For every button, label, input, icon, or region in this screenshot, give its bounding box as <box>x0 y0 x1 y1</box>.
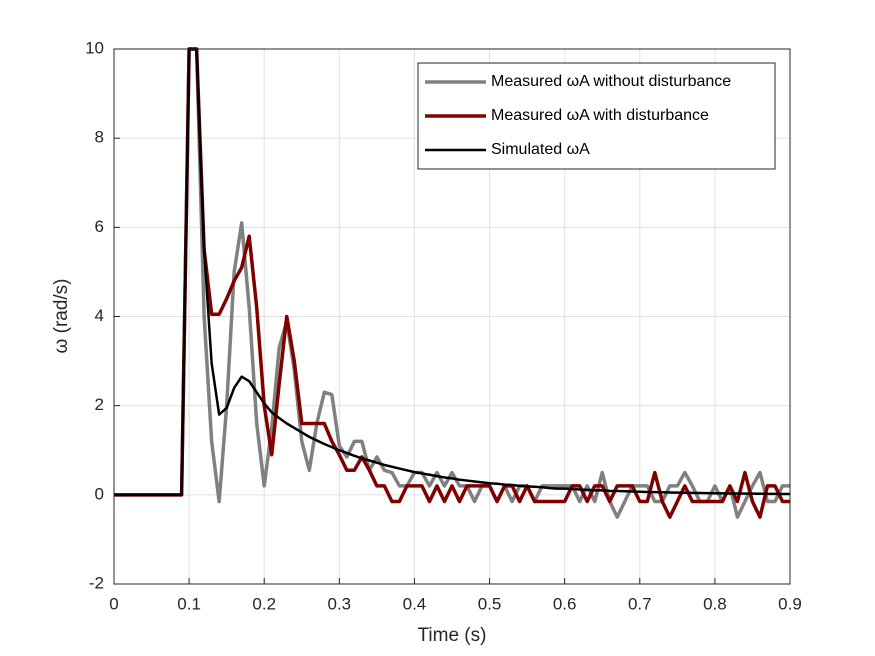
y-tick-label: 0 <box>95 484 104 503</box>
data-line <box>114 47 791 497</box>
legend: Measured ωA without disturbance Measured … <box>417 62 776 170</box>
x-axis-label: Time (s) <box>418 625 487 646</box>
legend-label: Simulated ωA <box>491 141 590 158</box>
y-tick-label: 8 <box>95 128 104 147</box>
y-tick-label: 6 <box>95 217 104 236</box>
x-tick-label: 0.2 <box>252 594 276 613</box>
x-tick-label: 0.5 <box>478 594 502 613</box>
x-tick-label: 0 <box>109 594 118 613</box>
x-tick-label: 0.1 <box>177 594 201 613</box>
x-tick-label: 0.7 <box>628 594 652 613</box>
x-tick-label: 0.3 <box>328 594 352 613</box>
y-tick-label: 2 <box>95 395 104 414</box>
legend-label: Measured ωA without disturbance <box>491 73 731 90</box>
legend-label: Measured ωA with disturbance <box>491 107 709 124</box>
y-tick-label: 4 <box>95 306 104 325</box>
y-tick-label: 10 <box>85 38 104 57</box>
axes-box <box>113 48 791 585</box>
x-tick-label: 0.9 <box>778 594 802 613</box>
y-tick-label: -2 <box>89 573 104 592</box>
x-tick-label: 0.8 <box>703 594 727 613</box>
x-tick-label: 0.6 <box>553 594 577 613</box>
x-tick-label: 0.4 <box>403 594 427 613</box>
y-axis-label: ω (rad/s) <box>51 278 72 353</box>
data-line <box>114 47 790 519</box>
